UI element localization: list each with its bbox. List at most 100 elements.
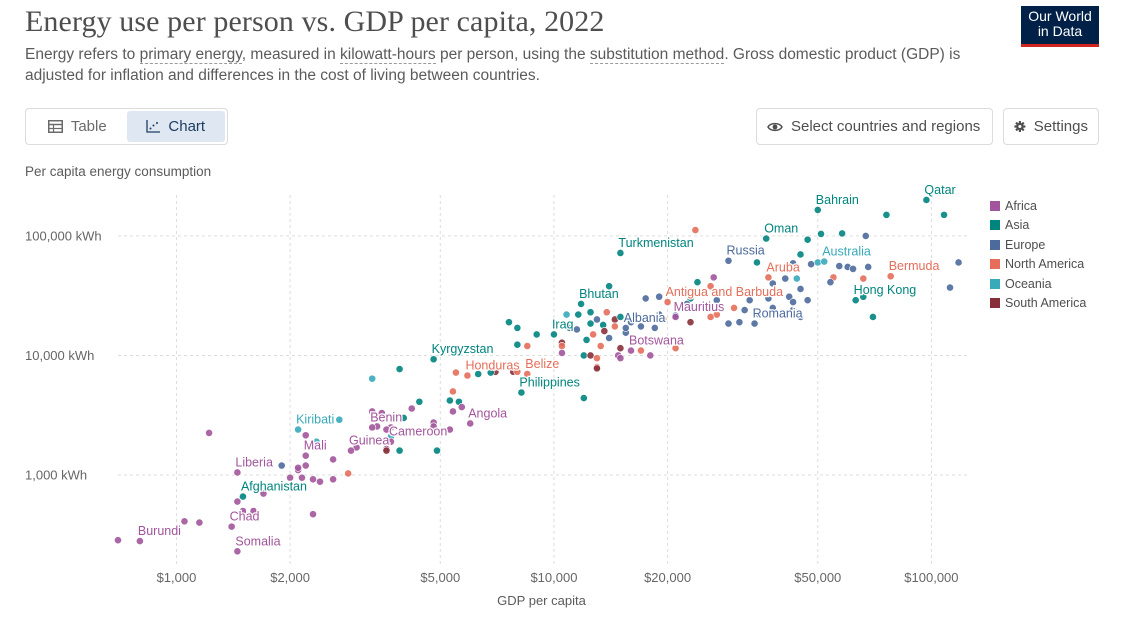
data-point [562,310,571,319]
legend-item[interactable]: Europe [990,235,1086,255]
legend-swatch [990,200,1000,211]
data-point [740,306,749,314]
legend-item[interactable]: Africa [990,196,1086,216]
point-label: Albania [624,311,666,325]
data-point [513,340,522,349]
data-point [579,394,588,402]
labeled-point [233,547,242,556]
data-point [558,349,566,357]
labeled-point [429,355,438,364]
subtitle-text: per person, using the [435,46,590,63]
data-point [807,260,815,269]
point-label: Kiribati [296,413,334,427]
data-point [452,368,460,377]
data-point [309,475,317,484]
data-point [298,473,306,482]
legend-swatch [990,220,1000,231]
legend-swatch [990,259,1000,270]
x-tick-label: $1,000 [157,570,197,585]
labeled-point [135,537,144,545]
data-point [180,517,189,526]
labeled-point [463,371,472,380]
data-point [486,368,495,377]
data-point [513,367,522,376]
data-point [523,342,532,350]
point-label: Iraq [552,317,574,331]
subtitle-link[interactable]: kilowatt-hours [340,46,436,64]
data-point [513,324,522,332]
point-label: Liberia [235,455,273,469]
labeled-point [671,313,680,321]
data-point [286,473,295,482]
point-label: Antigua and Barbuda [666,285,784,299]
point-label: Botswana [629,334,684,348]
data-point [946,283,954,292]
point-label: Guinea [349,434,389,448]
data-point [764,294,773,303]
data-point [586,319,595,328]
data-point [859,274,868,283]
select-countries-button[interactable]: Select countries and regions [756,108,993,145]
data-point [301,431,310,440]
x-tick-label: $20,000 [644,570,691,585]
data-point [724,319,733,328]
data-point [789,298,797,306]
legend-item[interactable]: Oceania [990,274,1086,294]
data-point [335,415,344,424]
data-point [233,497,242,506]
data-point [954,258,963,267]
labeled-point [762,234,771,243]
legend-swatch [990,298,1000,309]
data-point [792,274,801,283]
data-point [768,279,777,288]
subtitle-link[interactable]: substitution method [589,46,725,64]
data-point [706,282,715,291]
data-point [616,354,625,363]
data-point [589,330,598,339]
tab-chart[interactable]: Chart [126,111,225,142]
data-point [429,422,438,431]
data-point [686,318,695,327]
x-axis-title: GDP per capita [497,593,586,608]
labeled-point [301,451,310,460]
legend-swatch [990,278,1000,289]
legend-item[interactable]: Asia [990,216,1086,236]
data-point [565,324,574,332]
data-point [864,263,873,271]
owid-logo[interactable]: Our World in Data [1021,6,1099,47]
data-point [249,507,258,515]
data-point [730,304,738,312]
legend-item[interactable]: North America [990,255,1086,275]
point-label: Angola [468,406,507,420]
data-point [586,351,595,360]
data-point [368,374,377,383]
y-axis-title: Per capita energy consumption [25,164,212,179]
point-label: Mali [304,439,327,453]
data-point [650,324,659,332]
data-point [735,318,744,327]
labeled-point [764,273,773,282]
point-label: Philippines [519,376,579,390]
legend-item[interactable]: South America [990,294,1086,314]
point-label: Mauritius [674,300,725,314]
data-point [602,308,611,317]
point-label: Oman [764,222,798,236]
data-point [659,315,668,324]
data-point [593,354,601,363]
point-label: Somalia [235,534,280,548]
subtitle-link[interactable]: primary energy [139,46,242,64]
data-point [572,325,581,334]
data-point [768,304,777,312]
data-point [789,259,797,268]
labeled-point [663,298,672,306]
chart-title: Energy use per person vs. GDP per capita… [25,5,605,38]
data-point [277,461,286,470]
legend-label: Oceania [1005,276,1052,291]
tab-table[interactable]: Table [28,111,127,142]
data-point [785,292,794,301]
axis-ticks: $1,000 $2,000 $5,000 $10,000 $20,000 $50,000 $… [25,228,959,585]
labeled-point [750,319,759,328]
labeled-point [294,425,303,434]
labeled-point [621,324,630,332]
settings-button[interactable]: Settings [1003,108,1099,145]
